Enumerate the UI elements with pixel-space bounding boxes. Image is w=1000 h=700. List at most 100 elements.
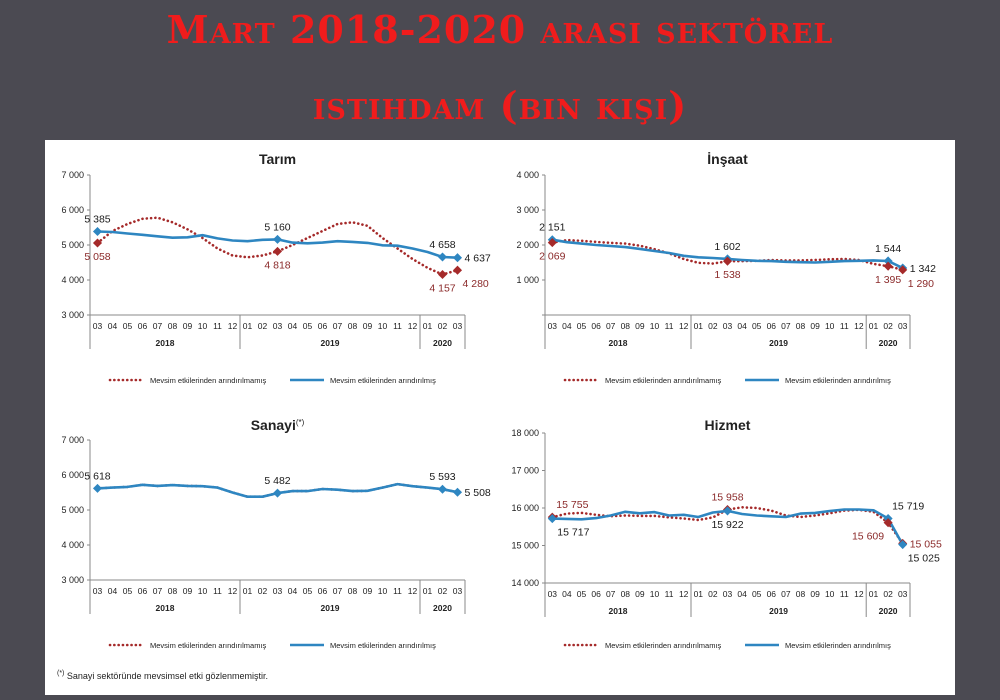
data-label: 1 290 [908, 278, 934, 290]
chart-title: İnşaat [707, 151, 748, 167]
data-label: 5 385 [84, 214, 110, 226]
year-label: 2020 [879, 338, 898, 348]
footnote: (*) Sanayi sektöründe mevsimsel etki göz… [57, 670, 268, 681]
x-tick-label: 03 [93, 586, 103, 596]
x-tick-label: 03 [453, 586, 463, 596]
data-label: 15 922 [711, 519, 743, 531]
x-tick-label: 09 [363, 321, 373, 331]
x-tick-label: 04 [288, 586, 298, 596]
y-tick-label: 2 000 [516, 240, 539, 250]
data-label: 5 593 [429, 471, 455, 483]
year-label: 2018 [609, 606, 628, 616]
x-tick-label: 09 [810, 589, 820, 599]
data-label: 15 025 [908, 553, 940, 565]
chart-title-sup: (*) [296, 418, 305, 427]
y-tick-label: 7 000 [61, 435, 84, 445]
x-tick-label: 06 [318, 586, 328, 596]
data-label: 5 160 [264, 221, 290, 233]
x-tick-label: 01 [869, 589, 879, 599]
x-tick-label: 10 [825, 589, 835, 599]
chart-insaat: İnşaat 1 000 2 000 3 000 4 000 03 04 05 06 07 08 09… [516, 151, 936, 385]
y-tick-label: 17 000 [511, 466, 539, 476]
y-tick-label: 5 000 [61, 505, 84, 515]
data-label: 5 482 [264, 475, 290, 487]
data-label: 1 544 [875, 243, 901, 255]
x-tick-label: 11 [840, 589, 849, 599]
x-tick-label: 10 [650, 589, 660, 599]
x-tick-label: 03 [453, 321, 463, 331]
x-tick-label: 06 [767, 321, 777, 331]
x-tick-label: 07 [781, 321, 791, 331]
data-label: 15 755 [556, 499, 588, 511]
y-tick-label: 3 000 [61, 575, 84, 585]
data-point-marker [547, 514, 557, 524]
x-tick-label: 02 [438, 321, 448, 331]
chart-hizmet: Hizmet 14 000 15 000 16 000 17 000 18 000 03 04… [511, 417, 942, 650]
data-label: 1 342 [910, 263, 936, 275]
legend-label: Mevsim etkilerinden arındırılmış [330, 641, 436, 650]
x-tick-label: 06 [591, 589, 601, 599]
y-tick-label: 3 000 [61, 310, 84, 320]
y-tick-label: 18 000 [511, 428, 539, 438]
x-tick-label: 03 [898, 321, 908, 331]
data-point-marker [898, 540, 908, 550]
x-tick-label: 11 [840, 321, 849, 331]
year-label: 2018 [156, 603, 175, 613]
x-tick-label: 10 [198, 586, 208, 596]
y-tick-label: 4 000 [61, 275, 84, 285]
x-tick-label: 11 [665, 321, 674, 331]
data-label: 1 602 [714, 241, 740, 253]
x-tick-label: 11 [213, 321, 222, 331]
page-title-line-1: Mart 2018-2020 arası sektörel [166, 7, 834, 52]
x-tick-label: 12 [854, 321, 864, 331]
data-label: 4 280 [463, 278, 489, 290]
y-tick-label: 16 000 [511, 503, 539, 513]
data-label: 1 395 [875, 274, 901, 286]
data-point-marker [452, 265, 463, 275]
x-tick-label: 11 [665, 589, 674, 599]
legend-label: Mevsim etkilerinden arındırılmış [330, 376, 436, 385]
year-label: 2018 [156, 338, 175, 348]
data-point-marker [883, 256, 893, 266]
x-tick-label: 03 [723, 589, 733, 599]
data-point-marker [92, 238, 103, 248]
x-tick-label: 12 [408, 586, 418, 596]
year-label: 2019 [321, 338, 340, 348]
x-tick-label: 05 [303, 321, 313, 331]
x-tick-label: 09 [363, 586, 373, 596]
x-tick-label: 05 [123, 321, 133, 331]
data-point-marker [437, 252, 448, 262]
data-point-marker [272, 488, 283, 498]
data-label: 15 717 [557, 527, 589, 539]
x-tick-label: 10 [378, 321, 388, 331]
x-tick-label: 12 [408, 321, 418, 331]
x-tick-label: 09 [183, 586, 193, 596]
x-tick-label: 08 [168, 321, 178, 331]
data-point-marker [92, 483, 103, 493]
data-point-marker [883, 261, 893, 271]
legend-label: Mevsim etkilerinden arındırılmamış [605, 376, 722, 385]
legend-label: Mevsim etkilerinden arındırılmış [785, 376, 891, 385]
x-tick-label: 12 [679, 321, 689, 331]
x-tick-label: 05 [577, 589, 587, 599]
x-tick-label: 01 [423, 321, 433, 331]
footnote-text: Sanayi sektöründe mevsimsel etki gözlenm… [66, 671, 268, 681]
x-tick-label: 12 [228, 586, 238, 596]
data-label: 15 719 [892, 501, 924, 513]
year-label: 2020 [433, 338, 452, 348]
data-point-marker [272, 246, 283, 256]
year-label: 2019 [321, 603, 340, 613]
y-tick-label: 4 000 [516, 170, 539, 180]
x-tick-label: 05 [752, 321, 762, 331]
year-label: 2020 [433, 603, 452, 613]
data-point-marker [452, 487, 463, 497]
data-point-marker [437, 269, 448, 280]
data-point-marker [272, 234, 283, 244]
charts-svg: Tarım 3 000 4 000 5 000 6 000 7 000 03 04 05 06 07… [61, 151, 942, 650]
chart-title: Sanayi(*) [251, 417, 305, 433]
x-tick-label: 11 [393, 586, 402, 596]
x-tick-label: 01 [694, 589, 704, 599]
data-label: 5 508 [465, 487, 491, 499]
charts-panel: Tarım 3 000 4 000 5 000 6 000 7 000 03 04 05 06 07… [45, 140, 955, 695]
x-tick-label: 10 [650, 321, 660, 331]
